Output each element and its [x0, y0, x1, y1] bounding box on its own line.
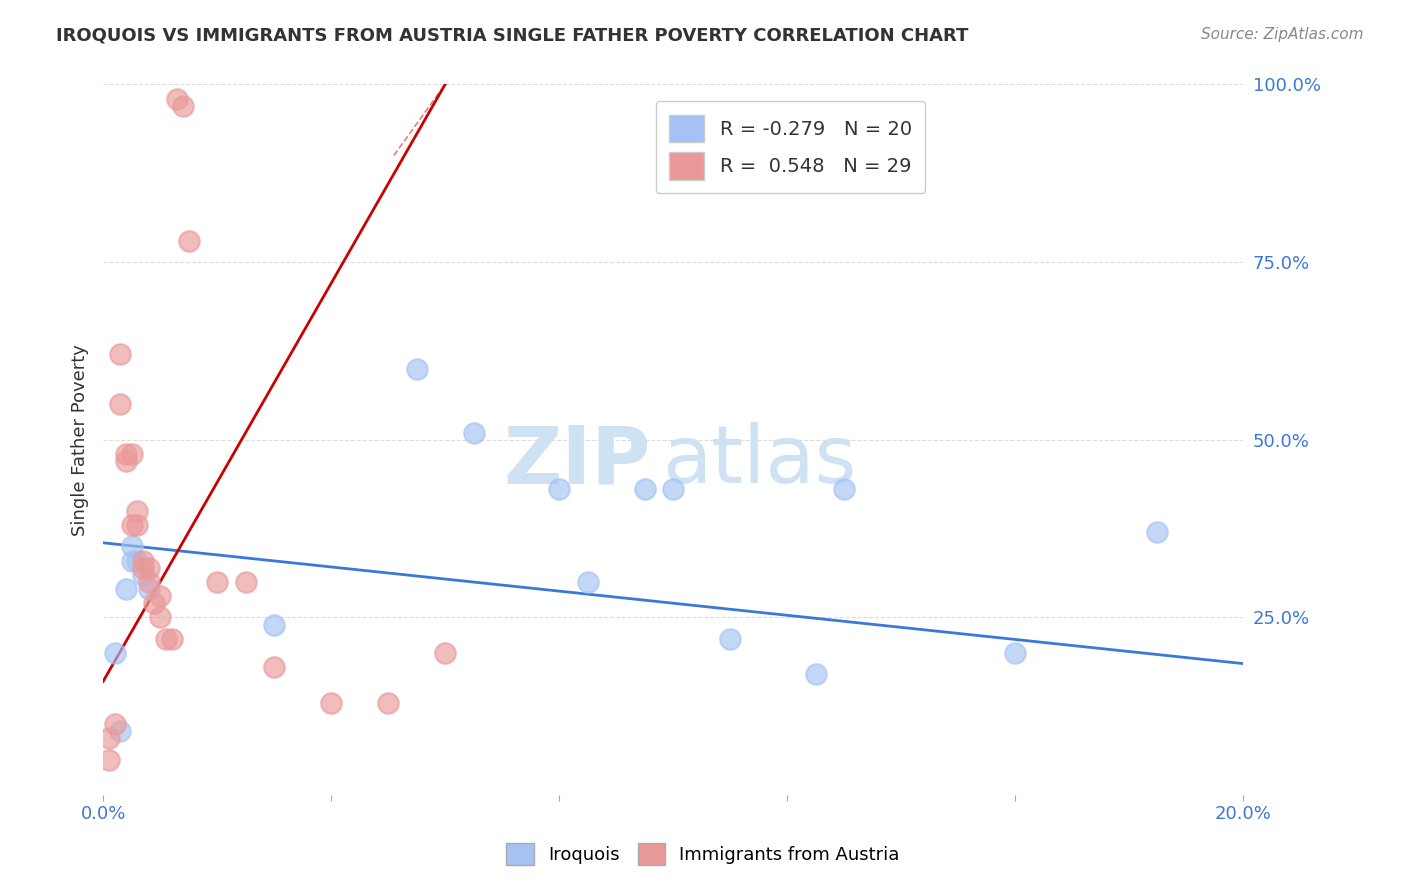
- Point: [115, 582, 138, 596]
- Point: [1146, 525, 1168, 540]
- Text: IROQUOIS VS IMMIGRANTS FROM AUSTRIA SINGLE FATHER POVERTY CORRELATION CHART: IROQUOIS VS IMMIGRANTS FROM AUSTRIA SING…: [56, 27, 969, 45]
- Point: [115, 454, 138, 468]
- Point: [205, 574, 228, 589]
- Point: [132, 560, 155, 574]
- Point: [832, 483, 855, 497]
- Point: [548, 483, 571, 497]
- Point: [149, 589, 172, 603]
- Point: [138, 560, 160, 574]
- Point: [110, 347, 132, 361]
- Point: [718, 632, 741, 646]
- Point: [132, 553, 155, 567]
- Point: [121, 447, 143, 461]
- Point: [110, 397, 132, 411]
- Point: [110, 724, 132, 739]
- Point: [463, 425, 485, 440]
- Legend: Iroquois, Immigrants from Austria: Iroquois, Immigrants from Austria: [498, 834, 908, 874]
- Y-axis label: Single Father Poverty: Single Father Poverty: [72, 343, 89, 536]
- Point: [160, 632, 183, 646]
- Text: ZIP: ZIP: [503, 422, 650, 500]
- Point: [115, 447, 138, 461]
- Point: [172, 99, 194, 113]
- Point: [138, 574, 160, 589]
- Point: [127, 504, 149, 518]
- Point: [576, 574, 599, 589]
- Point: [149, 610, 172, 624]
- Point: [121, 518, 143, 533]
- Point: [121, 539, 143, 553]
- Point: [1004, 646, 1026, 660]
- Point: [662, 483, 685, 497]
- Point: [138, 582, 160, 596]
- Point: [177, 234, 200, 248]
- Point: [166, 92, 188, 106]
- Point: [633, 483, 655, 497]
- Point: [377, 696, 399, 710]
- Point: [155, 632, 177, 646]
- Text: atlas: atlas: [662, 422, 856, 500]
- Point: [132, 567, 155, 582]
- Point: [235, 574, 257, 589]
- Point: [434, 646, 457, 660]
- Point: [127, 553, 149, 567]
- Point: [97, 731, 120, 746]
- Text: Source: ZipAtlas.com: Source: ZipAtlas.com: [1201, 27, 1364, 42]
- Point: [121, 553, 143, 567]
- Point: [127, 518, 149, 533]
- Point: [263, 617, 285, 632]
- Point: [804, 667, 827, 681]
- Point: [405, 361, 427, 376]
- Point: [103, 646, 125, 660]
- Point: [143, 596, 166, 610]
- Point: [263, 660, 285, 674]
- Point: [97, 752, 120, 766]
- Legend: R = -0.279   N = 20, R =  0.548   N = 29: R = -0.279 N = 20, R = 0.548 N = 29: [655, 102, 925, 194]
- Point: [319, 696, 342, 710]
- Point: [103, 717, 125, 731]
